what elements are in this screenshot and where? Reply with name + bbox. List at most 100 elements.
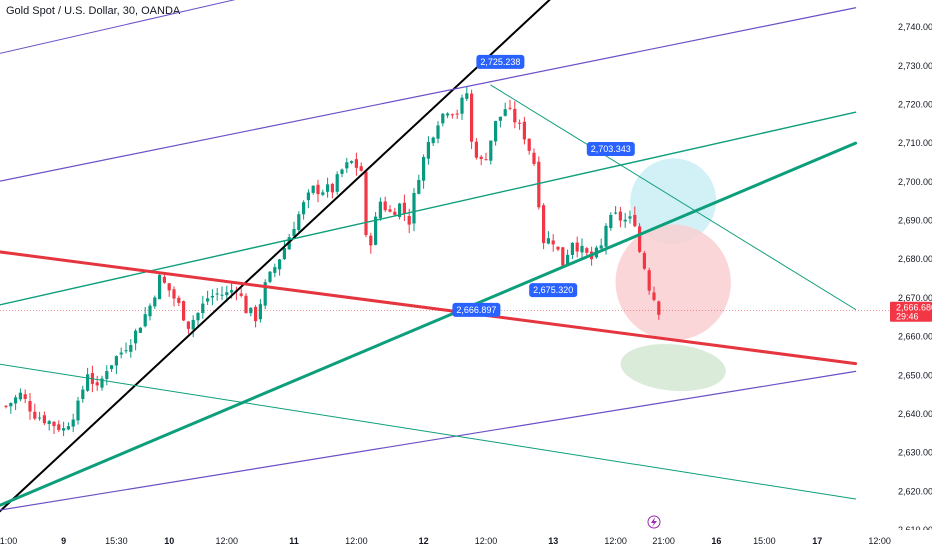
candle-body (38, 417, 42, 419)
candle-body (138, 327, 142, 333)
time-tick-label: 21:00 (652, 536, 675, 546)
candle-body (42, 415, 46, 424)
candle-body (81, 389, 85, 399)
candle-body (489, 140, 493, 161)
black-trend (0, 0, 551, 513)
candle-body (326, 184, 330, 192)
candle-body (604, 225, 608, 247)
price-tick-label: 2,720.000 (898, 99, 932, 109)
candle-body (52, 421, 56, 427)
green-main (0, 141, 858, 507)
candle-body (412, 192, 416, 224)
candle-body (417, 180, 421, 194)
candle-body (143, 314, 147, 327)
time-tick-label: 13 (548, 536, 558, 546)
candle-body (575, 242, 579, 252)
candle-body (57, 424, 61, 431)
candle-body (422, 156, 426, 181)
candle-body (359, 166, 363, 171)
candle-body (263, 282, 267, 306)
candle-body (62, 428, 66, 431)
candle-body (642, 252, 646, 269)
time-tick-label: 15:00 (753, 536, 776, 546)
candle-body (460, 97, 464, 114)
red-support (0, 250, 858, 366)
candle-body (609, 214, 613, 229)
candle-body (258, 304, 262, 320)
candle-body (426, 141, 430, 159)
green-upper (0, 111, 857, 306)
price-label-text: 2,703.343 (591, 144, 631, 154)
price-label-text: 2,725.238 (480, 57, 520, 67)
candle-body (465, 93, 469, 99)
price-label-box (452, 302, 501, 317)
time-tick-label: 12:00 (475, 536, 498, 546)
time-tick-label: 9 (61, 536, 66, 546)
green-thin-down (0, 363, 857, 500)
candle-body (124, 350, 128, 352)
candle-body (302, 202, 306, 215)
lightning-icon (647, 515, 661, 529)
candle-body (633, 215, 637, 227)
candle-body (364, 171, 368, 236)
candle-body (273, 267, 277, 273)
candle-body (316, 184, 320, 195)
price-tick-label: 2,660.000 (898, 332, 932, 342)
red-zone (615, 224, 731, 341)
candle-body (186, 321, 190, 329)
candle-body (398, 203, 402, 217)
candle-body (162, 276, 166, 283)
candle-body (614, 212, 618, 214)
price-tick-label: 2,690.000 (898, 216, 932, 226)
candle-body (191, 319, 195, 330)
candle-body (311, 185, 315, 193)
candle-body (66, 426, 70, 430)
candle-body (522, 121, 526, 140)
candle-body (114, 356, 118, 366)
candle-body (561, 247, 565, 266)
candle-body (47, 421, 51, 424)
candle-body (230, 290, 234, 293)
candle-body (345, 162, 349, 169)
candle-body (479, 156, 483, 160)
time-tick-label: 12:00 (868, 536, 891, 546)
candle-body (110, 365, 114, 369)
zones-layer (615, 158, 731, 392)
price-tick-label: 2,680.000 (898, 254, 932, 264)
candle-body (100, 378, 104, 388)
candle-body (378, 201, 382, 219)
candle-body (196, 313, 200, 321)
candle-body (330, 183, 334, 193)
candle-body (9, 403, 13, 407)
candle-body (254, 306, 258, 322)
price-axis[interactable]: 2,610.0002,620.0002,630.0002,640.0002,65… (890, 0, 932, 550)
price-label-text: 2,675.320 (533, 285, 573, 295)
candle-body (513, 108, 517, 123)
time-tick-label: 11 (289, 536, 299, 546)
current-price-countdown: 29:46 (896, 312, 919, 322)
candle-body (158, 274, 162, 300)
candle-body (14, 397, 18, 404)
candle-body (484, 159, 488, 161)
price-label-box (529, 283, 578, 298)
candle-body (33, 411, 37, 419)
candle-body (172, 289, 176, 299)
price-tick-label: 2,710.000 (898, 138, 932, 148)
candle-body (177, 297, 181, 303)
candle-body (551, 240, 555, 245)
candle-body (18, 392, 22, 400)
candle-body (153, 297, 157, 307)
purple-top (0, 0, 236, 54)
candle-body (71, 419, 75, 427)
candle-body (618, 211, 622, 221)
time-tick-label: 12 (419, 536, 429, 546)
candle-body (239, 293, 243, 296)
candle-body (556, 246, 560, 250)
purple-upper (0, 7, 857, 182)
time-axis[interactable]: 21:00 9 15:30 10 12:00 11 12:00 12 12:00 13 12:00 2… (0, 515, 932, 550)
candle-body (580, 245, 584, 253)
candle-body (119, 352, 123, 355)
cyan-zone (630, 158, 717, 244)
